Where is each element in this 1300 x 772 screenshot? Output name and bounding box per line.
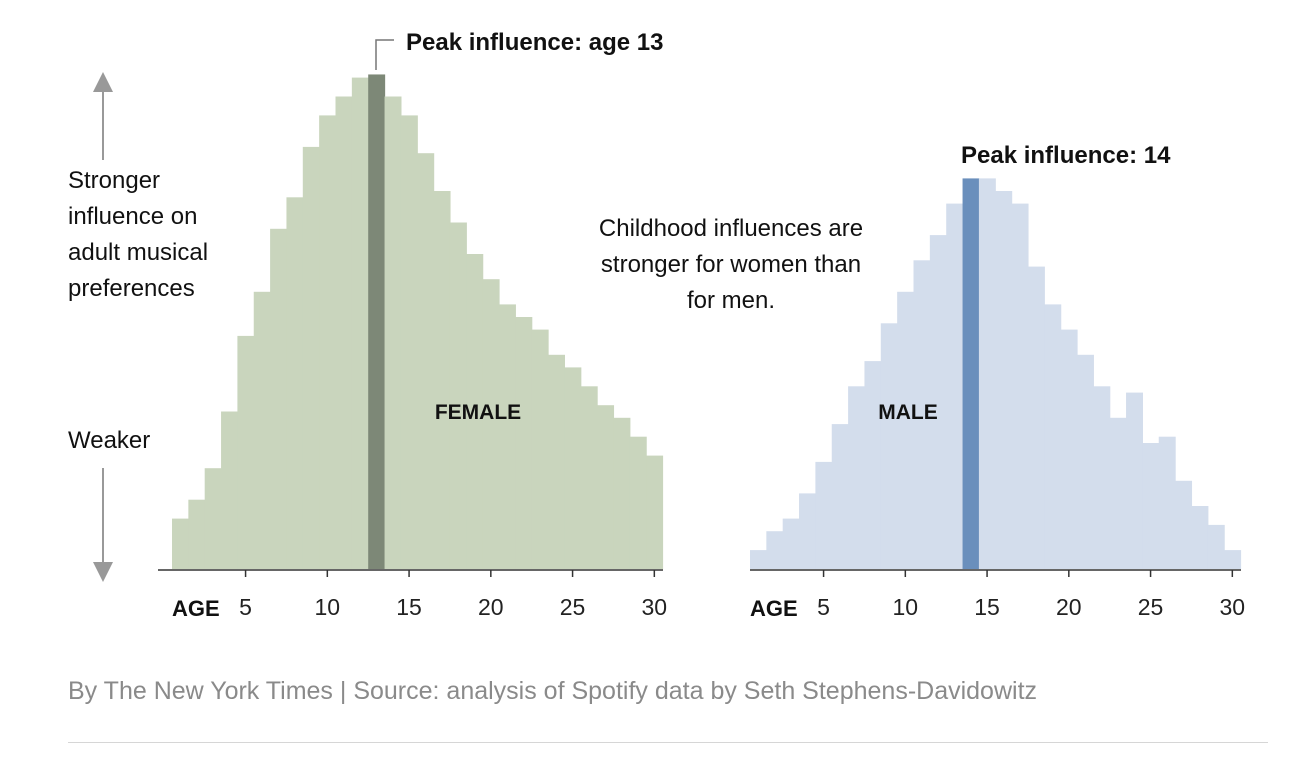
male-bar [782,518,800,569]
y-axis-label-weaker: Weaker [68,427,151,454]
female-peak-leader-line [375,39,394,70]
male-bar [1175,480,1193,569]
chart-annotation: Childhood influences are stronger for wo… [598,215,864,314]
male-bar [978,178,996,569]
male-x-tick-label: 10 [893,594,919,620]
male-x-tick-label: 5 [817,594,830,620]
female-x-tick-label: 30 [642,594,668,620]
male-bar [799,493,816,569]
male-bar [897,291,915,569]
female-x-tick-label: 25 [560,594,586,620]
male-bar [1158,436,1176,569]
male-bar [1093,386,1111,569]
male-x-tick-label: 30 [1220,594,1246,620]
male-bar [1126,392,1143,569]
female-bar [482,279,500,569]
female-bar [548,354,565,569]
female-bar [499,304,516,569]
male-bar [848,386,866,569]
female-bar [629,436,647,569]
female-bar [302,146,320,569]
male-bar [815,461,833,569]
female-x-tick-label: 10 [315,594,341,620]
female-x-tick-label: 20 [478,594,504,620]
male-bar [1077,354,1094,569]
female-bar [466,254,484,569]
female-bar [417,153,435,569]
y-axis-label-stronger: Stronger influence on adult musical pref… [68,167,209,302]
female-bar [253,291,271,569]
female-bar [384,96,402,569]
male-bar [864,361,882,569]
female-x-axis-label: AGE [172,596,220,621]
female-series-label: FEMALE [435,401,521,424]
male-panel: 5 10 15 20 25 30 AGE MALE Peak influence: 14 [750,142,1245,621]
female-bar [613,417,631,569]
male-bar [995,191,1013,569]
male-bar [1224,550,1242,569]
female-peak-label: Peak influence: age 13 [406,29,663,56]
footer-divider [68,742,1268,743]
female-peak-bar [368,74,386,569]
male-bar [946,203,964,569]
male-bar [1207,524,1225,569]
female-bar [646,455,664,569]
male-x-tick-label: 20 [1056,594,1082,620]
female-bar [531,329,549,569]
male-bar [913,260,931,569]
female-x-tick-label: 15 [396,594,422,620]
female-bar [172,518,189,569]
male-peak-label: Peak influence: 14 [961,142,1171,169]
source-credit: By The New York Times | Source: analysis… [68,677,1038,705]
male-bar [831,424,849,569]
female-bar [335,96,353,569]
female-bar [270,228,288,570]
male-bar [1191,506,1209,569]
female-panel: 5 10 15 20 25 30 AGE FEMALE Peak influence: age … [158,29,667,621]
female-bar [237,335,255,569]
male-bar [1142,443,1160,569]
female-bar [580,386,598,569]
female-bar [400,115,418,570]
male-x-tick-label: 25 [1138,594,1164,620]
female-bar [351,77,369,569]
male-bar [766,531,784,569]
male-bar [750,550,767,569]
female-x-tick-label: 5 [239,594,252,620]
female-bar [597,405,615,569]
male-bar [1060,329,1078,569]
female-bar [564,367,582,569]
male-bar [880,323,898,569]
male-bar [1109,417,1127,569]
male-x-axis-label: AGE [750,596,798,621]
female-bar [449,222,467,569]
male-bar [1027,266,1045,569]
male-bar [1011,203,1029,569]
female-bar [286,197,304,570]
male-series-label: MALE [878,401,938,424]
female-bar [204,468,222,569]
male-peak-bar [962,178,980,569]
female-bar [433,191,451,569]
male-x-tick-label: 15 [974,594,1000,620]
male-bar [929,235,947,569]
female-bar [515,317,533,569]
female-bar [188,499,206,569]
female-bar [319,115,337,570]
female-bar [221,411,238,569]
male-bar [1044,304,1062,569]
